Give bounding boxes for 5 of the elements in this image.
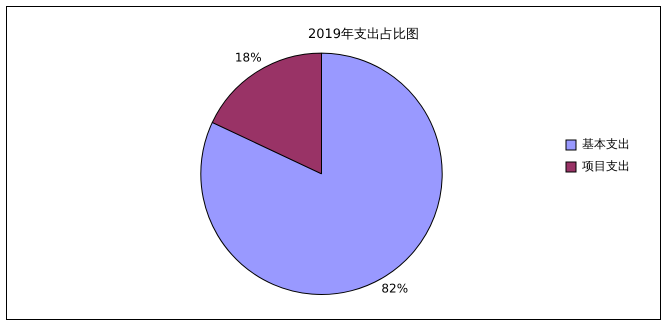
chart-title: 2019年支出占比图	[308, 27, 420, 42]
legend-label: 项目支出	[582, 159, 630, 174]
data-label: 82%	[381, 281, 408, 296]
data-label: 18%	[234, 50, 262, 65]
legend-label: 基本支出	[582, 137, 630, 152]
